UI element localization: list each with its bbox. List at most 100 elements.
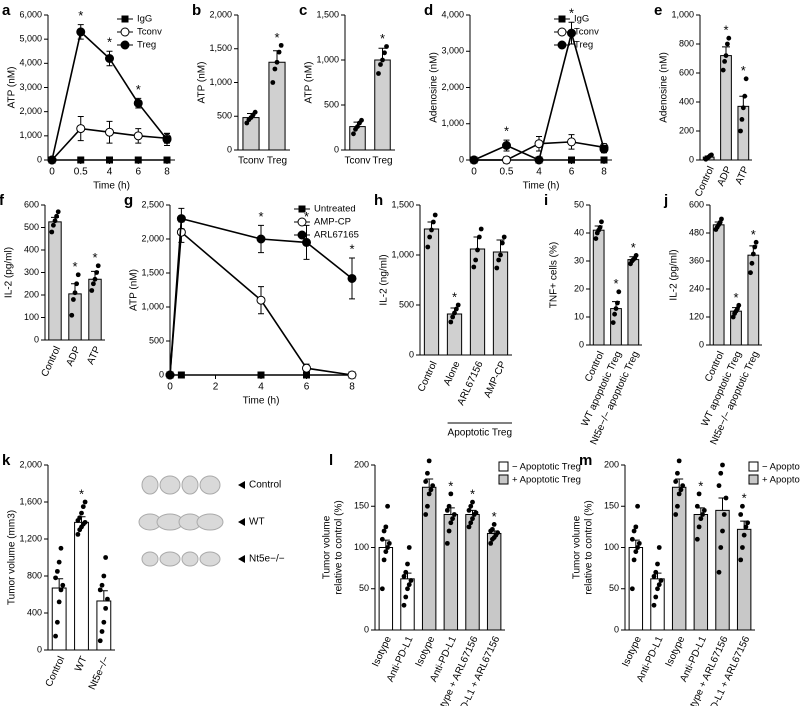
y-tick-label: 200 [24, 289, 39, 299]
x-tick-label: 0.5 [74, 167, 88, 178]
y-tick-label: 400 [27, 607, 42, 617]
y-tick-label: 1,500 [391, 199, 414, 209]
y-tick-label: 1,000 [141, 301, 164, 311]
y-tick-label: 600 [689, 199, 704, 209]
data-point [453, 306, 459, 312]
y-tick-label: 20 [574, 283, 584, 293]
y-tick-label: 3,000 [441, 46, 464, 56]
data-point [79, 510, 84, 516]
y-axis-label: IL-2 (pg/ml) [4, 247, 15, 298]
significance-star: * [569, 6, 574, 21]
y-tick-label: 0 [227, 144, 232, 154]
data-point [386, 540, 392, 546]
data-point [429, 227, 434, 233]
data-point [749, 260, 755, 266]
data-point [726, 35, 732, 41]
data-point [740, 503, 745, 509]
marker [298, 205, 306, 213]
y-tick-label: 1,500 [316, 9, 339, 19]
data-point [723, 495, 729, 501]
data-point [675, 470, 680, 476]
data-point [89, 288, 95, 293]
data-point [655, 586, 660, 592]
significance-star: * [470, 487, 475, 502]
data-point [635, 545, 640, 550]
y-tick-label: 800 [27, 570, 42, 580]
x-tick-label: ATP [85, 344, 103, 366]
marker [297, 230, 307, 240]
marker [502, 155, 511, 165]
data-point [92, 276, 98, 282]
data-point [496, 257, 502, 263]
significance-star: * [274, 30, 279, 45]
y-tick-label: 0 [579, 339, 584, 349]
data-point [738, 128, 743, 134]
y-tick-label: 0 [409, 349, 414, 359]
data-point [405, 586, 410, 592]
y-tick-label: 1,500 [141, 267, 164, 277]
x-tick-label: Treg [267, 156, 287, 167]
significance-star: * [448, 478, 453, 493]
data-point [70, 297, 76, 302]
data-point [653, 594, 659, 600]
bar [268, 61, 286, 151]
x-tick-label: AMP-CP [482, 359, 509, 399]
data-point [406, 582, 412, 588]
data-point [90, 281, 96, 287]
marker [567, 137, 576, 147]
panel-letter: b [192, 2, 201, 19]
bar [693, 514, 709, 631]
data-point [401, 573, 407, 579]
data-point [676, 458, 682, 464]
marker [558, 15, 566, 23]
x-tick-label: Nt5e−/− [87, 655, 112, 692]
panel-letter: f [0, 192, 5, 209]
y-tick-label: 1,200 [19, 533, 42, 543]
y-tick-label: 2,000 [19, 106, 42, 116]
data-point [696, 524, 702, 530]
pointer [238, 555, 245, 563]
x-tick-label: 0 [471, 167, 477, 178]
data-point [499, 240, 505, 246]
x-tick-label: ADP [715, 164, 734, 188]
y-tick-label: 0 [459, 154, 464, 164]
data-point [53, 633, 58, 639]
legend-label: − Apoptotic Treg [762, 462, 800, 473]
marker [557, 27, 567, 37]
data-point [381, 528, 387, 534]
y-tick-label: 500 [149, 335, 164, 345]
legend-swatch [748, 474, 759, 485]
x-tick-label: 0 [167, 382, 173, 393]
legend-label: IgG [574, 14, 589, 25]
data-point [446, 528, 452, 534]
data-point [613, 306, 619, 311]
x-tick-label: Isotype [370, 634, 394, 668]
data-point [97, 587, 103, 593]
data-point [631, 528, 637, 534]
data-point [376, 71, 381, 76]
data-point [701, 507, 707, 513]
marker [105, 54, 114, 63]
data-point [475, 247, 480, 253]
data-point [430, 219, 436, 225]
data-point [52, 218, 58, 224]
y-tick-label: 480 [689, 227, 704, 237]
data-point [635, 503, 640, 509]
x-tick-label: 8 [601, 167, 607, 178]
data-point [738, 557, 744, 563]
marker [599, 144, 609, 154]
data-point [633, 549, 639, 555]
data-point [425, 470, 430, 476]
y-axis-label: Adenosine (nM) [659, 52, 670, 123]
data-point [680, 483, 686, 489]
data-point [444, 540, 450, 546]
y-tick-label: 120 [689, 311, 704, 321]
y-tick-label: 2,000 [441, 82, 464, 92]
y-tick-label: 2,500 [141, 199, 164, 209]
data-point [633, 253, 639, 258]
y-tick-label: 4,000 [19, 58, 42, 68]
y-tick-label: 3,000 [19, 82, 42, 92]
y-tick-label: 100 [604, 542, 619, 552]
y-tick-label: 6,000 [19, 9, 42, 19]
